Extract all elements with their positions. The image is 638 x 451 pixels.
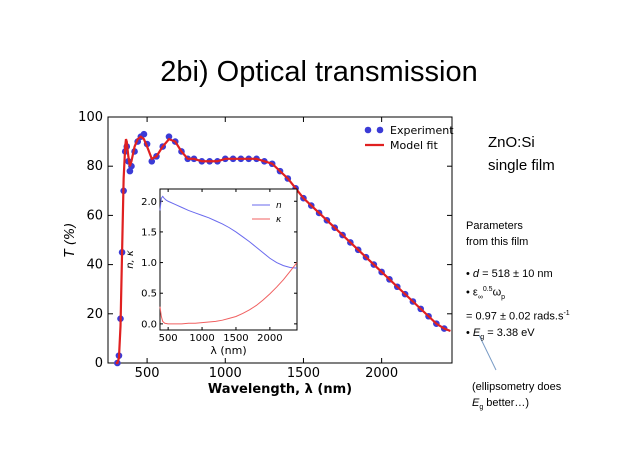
note-line: Eg better…) [472, 395, 561, 416]
legend-kappa-label: κ [276, 215, 282, 225]
main-x-tick-label: 500 [135, 366, 160, 381]
kappa-line [159, 262, 298, 325]
parameters-block: Parameters from this film • d = 518 ± 10… [466, 218, 570, 346]
legend-model-label: Model fit [390, 139, 438, 152]
param-plasma-value: = 0.97 ± 0.02 rads.s-1 [466, 306, 570, 325]
note-symbol: E [472, 397, 480, 409]
ellipsometry-note: (ellipsometry does Eg better…) [472, 379, 561, 416]
param-symbol: ω [492, 286, 502, 299]
param-bandgap: • Eg = 3.38 eV [466, 325, 570, 346]
experiment-point [148, 157, 156, 165]
param-value: = 3.38 eV [484, 326, 535, 339]
inset-x-tick-label: 1000 [189, 333, 214, 344]
sample-label: ZnO:Si single film [488, 131, 555, 177]
inset-x-axis-label: λ (nm) [210, 344, 246, 357]
inset-y-tick-label: 2.0 [141, 197, 157, 208]
main-x-tick-label: 1500 [287, 366, 320, 381]
legend-experiment-label: Experiment [390, 124, 454, 137]
param-value: = 0.97 ± 0.02 rads.s [466, 310, 564, 323]
n-line [159, 195, 298, 269]
inset-y-tick-label: 0.0 [141, 319, 157, 330]
param-plasma: • ε∞0.5ωp [466, 282, 570, 306]
slide-title: 2bi) Optical transmission [160, 56, 478, 88]
main-y-tick-label: 100 [78, 110, 103, 125]
params-heading: Parameters [466, 220, 523, 232]
experiment-point [165, 133, 173, 140]
note-pointer-line [478, 334, 497, 371]
main-x-tick-label: 1000 [209, 366, 242, 381]
experiment-point [140, 130, 148, 138]
param-symbol: ε [472, 286, 478, 299]
param-superscript: -1 [563, 309, 570, 317]
note-line: (ellipsometry does [472, 381, 562, 393]
sample-label-line: ZnO:Si [488, 134, 535, 151]
param-subscript: p [501, 293, 506, 301]
main-y-axis-label: T (%) [63, 223, 78, 258]
param-value: = 518 ± 10 nm [479, 268, 553, 280]
sample-label-line: single film [488, 157, 555, 174]
inset-y-axis-label: n, κ [125, 250, 136, 269]
main-x-axis-label: Wavelength, λ (nm) [208, 382, 352, 397]
bullet: • [466, 268, 470, 280]
main-y-tick-label: 80 [86, 159, 103, 174]
legend-experiment-marker [376, 126, 384, 134]
inset-x-tick-label: 2000 [257, 333, 282, 344]
note-text: better…) [483, 397, 530, 409]
param-superscript: 0.5 [482, 286, 493, 293]
main-y-tick-label: 40 [86, 258, 103, 273]
inset-y-tick-label: 1.0 [141, 258, 157, 269]
legend-n-label: n [276, 201, 282, 211]
inset-plot-frame [159, 188, 298, 331]
param-subscript: g [480, 333, 485, 341]
inset-x-tick-label: 1500 [223, 333, 248, 344]
legend-experiment-marker [364, 126, 372, 134]
main-x-tick-label: 2000 [365, 366, 398, 381]
param-thickness: • d = 518 ± 10 nm [466, 266, 570, 282]
main-y-tick-label: 0 [95, 356, 103, 371]
param-symbol: d [472, 268, 480, 280]
bullet: • [466, 286, 470, 299]
bullet: • [466, 326, 470, 339]
note-subscript: g [479, 404, 484, 412]
params-heading: from this film [466, 236, 529, 248]
param-subscript: ∞ [477, 293, 483, 301]
inset-y-tick-label: 1.5 [141, 227, 157, 238]
param-symbol: E [472, 326, 481, 339]
inset-x-tick-label: 500 [159, 333, 178, 344]
main-y-tick-label: 20 [86, 307, 103, 322]
inset-y-tick-label: 0.5 [141, 289, 157, 300]
main-plot-frame [107, 116, 453, 364]
main-y-tick-label: 60 [86, 208, 103, 223]
model-fit-line [115, 135, 451, 365]
